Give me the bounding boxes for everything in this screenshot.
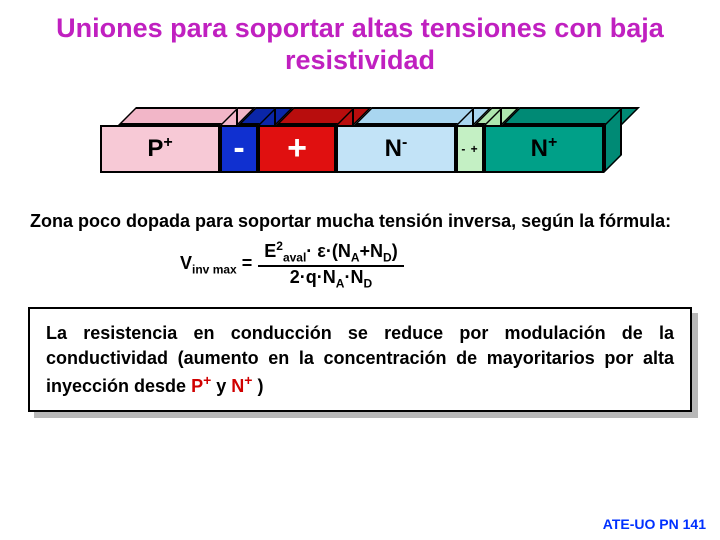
- block-nminus: N-: [336, 125, 474, 191]
- formula-denominator: 2·q·NA·ND: [284, 267, 378, 291]
- block-label-pplus: P+: [147, 135, 172, 163]
- note-box: La resistencia en conducción se reduce p…: [28, 307, 692, 412]
- formula-fraction: E2aval· ε·(NA+ND) 2·q·NA·ND: [258, 239, 403, 291]
- block-front: -: [220, 125, 258, 173]
- note-box-wrap: La resistencia en conducción se reduce p…: [28, 307, 692, 412]
- formula-numerator: E2aval· ε·(NA+ND): [258, 239, 403, 267]
- note-part1: La resistencia en conducción se reduce p…: [46, 323, 674, 396]
- slide-footer: ATE-UO PN 141: [603, 516, 706, 532]
- note-nplus: N+: [231, 376, 252, 396]
- block-label-tiny: - +: [461, 142, 478, 156]
- block-front: N+: [484, 125, 604, 173]
- block-label-nminus: N-: [385, 135, 408, 163]
- block-front: P+: [100, 125, 220, 173]
- block-pplus: P+: [100, 125, 238, 191]
- junction-diagram: P+ - + N- - + N+: [100, 101, 620, 191]
- block-label-nplus: N+: [531, 135, 558, 163]
- block-label-minus: -: [233, 129, 244, 168]
- formula-lhs: Vinv max =: [180, 253, 252, 277]
- note-mid: y: [211, 376, 231, 396]
- note-pplus: P+: [191, 376, 211, 396]
- block-front: N-: [336, 125, 456, 173]
- page-title: Uniones para soportar altas tensiones co…: [0, 0, 720, 81]
- formula: Vinv max = E2aval· ε·(NA+ND) 2·q·NA·ND: [180, 239, 720, 291]
- block-front: - +: [456, 125, 484, 173]
- intro-paragraph: Zona poco dopada para soportar mucha ten…: [0, 209, 720, 233]
- block-label-plus: +: [287, 129, 307, 168]
- note-end: ): [252, 376, 263, 396]
- block-nplus: N+: [484, 125, 622, 191]
- block-front: +: [258, 125, 336, 173]
